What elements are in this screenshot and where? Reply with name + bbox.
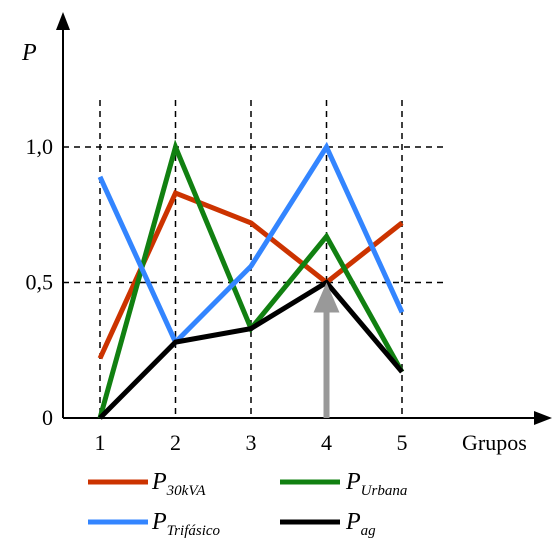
series-lines — [97, 139, 405, 420]
y-axis-label: P — [21, 40, 37, 66]
legend-label-subscript: 30kVA — [166, 483, 207, 499]
legend-label-main: P — [151, 509, 167, 535]
y-tick-label: 0,5 — [26, 270, 54, 295]
legend-label-main: P — [345, 469, 361, 495]
x-tick-label: 5 — [397, 430, 408, 455]
x-tick-label: 3 — [246, 430, 257, 455]
annotation-arrow — [313, 282, 340, 418]
legend-label-trifásico: PTrifásico — [151, 509, 221, 539]
legend-label-main: P — [151, 469, 167, 495]
series-line-30kva — [97, 189, 404, 360]
tick-labels: 1 2 3 4 5 0 0,5 1,0 — [26, 134, 408, 455]
legend-label-ag: Pag — [345, 509, 376, 539]
series-line-ag — [98, 279, 404, 420]
x-tick-label: 4 — [321, 430, 332, 455]
legend-label-subscript: Urbana — [361, 483, 408, 499]
legend-label-subscript: Trifásico — [167, 523, 221, 539]
y-axis-arrowhead — [56, 12, 70, 30]
legend-label-subscript: ag — [361, 523, 377, 539]
legend-label-main: P — [345, 509, 361, 535]
legend-label-urbana: PUrbana — [345, 469, 407, 499]
annotation-arrow-head — [313, 282, 340, 313]
axes — [56, 12, 552, 425]
legend-label-30kva: P30kVA — [151, 469, 206, 499]
y-tick-label: 0 — [42, 405, 53, 430]
x-tick-label: 1 — [95, 430, 106, 455]
x-axis-arrowhead — [534, 411, 552, 425]
series-line-trifásico — [97, 141, 405, 347]
x-axis-label: Grupos — [462, 430, 527, 455]
y-tick-label: 1,0 — [26, 134, 54, 159]
x-tick-label: 2 — [170, 430, 181, 455]
